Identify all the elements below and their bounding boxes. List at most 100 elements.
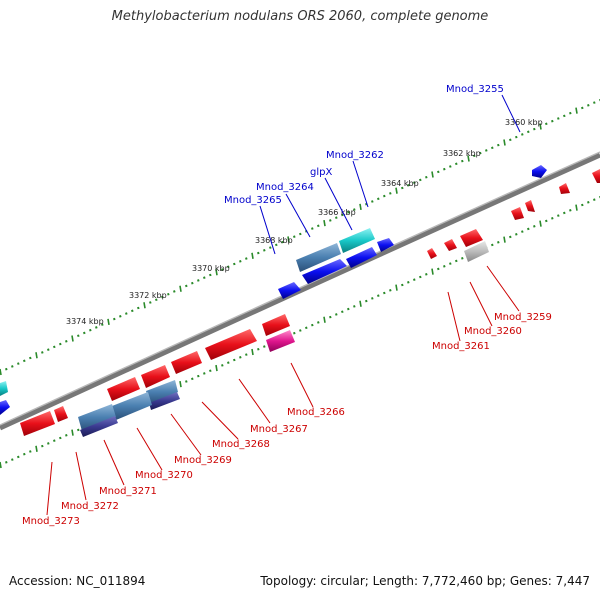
minor-tick	[449, 165, 452, 168]
gene-label[interactable]: Mnod_3264	[256, 182, 314, 193]
major-tick	[539, 220, 542, 227]
ruler-label: 3362 kbp	[443, 149, 481, 158]
gene-label[interactable]: Mnod_3260	[464, 326, 522, 337]
minor-tick	[299, 232, 302, 236]
major-tick	[323, 220, 326, 227]
minor-tick	[299, 329, 302, 332]
gene-label[interactable]: Mnod_3262	[326, 150, 384, 161]
gene-label[interactable]: Mnod_3266	[287, 407, 345, 418]
gene-arrow[interactable]	[427, 248, 437, 259]
gene-arrow[interactable]	[0, 400, 10, 415]
gene-arrow[interactable]	[339, 228, 375, 253]
gene-arrow[interactable]	[302, 259, 347, 284]
gene-arrow[interactable]	[112, 392, 152, 420]
minor-tick	[233, 358, 236, 362]
minor-tick	[245, 353, 248, 356]
minor-tick	[5, 461, 8, 464]
minor-tick	[41, 444, 44, 448]
gene-arrow[interactable]	[346, 247, 377, 268]
gene-arrow[interactable]	[262, 314, 290, 336]
minor-tick	[257, 347, 260, 351]
gene-arrow[interactable]	[296, 243, 341, 272]
gene-arrow[interactable]	[54, 406, 68, 422]
gene-label[interactable]: Mnod_3271	[99, 486, 157, 497]
major-tick	[359, 300, 362, 307]
minor-tick	[443, 265, 446, 268]
minor-tick	[209, 369, 212, 373]
gene-arrow[interactable]	[171, 351, 202, 374]
gene-label[interactable]: Mnod_3272	[61, 501, 119, 512]
minor-tick	[593, 101, 596, 104]
minor-tick	[437, 170, 440, 174]
gene-label[interactable]: Mnod_3255	[446, 84, 504, 95]
minor-tick	[125, 312, 128, 315]
minor-tick	[455, 259, 458, 263]
gene-arrow[interactable]	[377, 238, 394, 252]
minor-tick	[461, 256, 464, 260]
major-tick	[467, 155, 470, 162]
gene-arrow[interactable]	[511, 207, 524, 220]
minor-tick	[521, 230, 524, 233]
minor-tick	[497, 240, 500, 244]
minor-tick	[419, 275, 422, 279]
minor-tick	[257, 251, 260, 255]
major-tick	[215, 269, 218, 276]
genome-title: Methylobacterium nodulans ORS 2060, comp…	[111, 9, 489, 24]
gene-arrow[interactable]	[532, 165, 547, 178]
gene-label[interactable]: Mnod_3268	[212, 439, 270, 450]
major-tick	[575, 204, 578, 211]
gene-arrow[interactable]	[107, 377, 140, 401]
major-tick	[179, 381, 182, 388]
gene-arrow[interactable]	[0, 381, 8, 396]
minor-tick	[221, 268, 224, 271]
minor-tick	[11, 458, 14, 461]
gene-arrow[interactable]	[266, 330, 295, 352]
minor-tick	[239, 259, 242, 263]
minor-tick	[197, 279, 200, 282]
gene-arrow[interactable]	[146, 380, 178, 404]
major-tick	[575, 107, 578, 114]
major-tick	[251, 252, 254, 259]
minor-tick	[281, 240, 284, 244]
gene-arrow[interactable]	[592, 169, 600, 183]
gene-arrow[interactable]	[78, 404, 116, 431]
gene-label[interactable]: Mnod_3261	[432, 341, 490, 352]
minor-tick	[353, 305, 356, 308]
gene-arrow[interactable]	[464, 241, 489, 262]
minor-tick	[515, 232, 518, 236]
gene-arrow[interactable]	[278, 282, 301, 299]
gene-arrow[interactable]	[525, 200, 535, 212]
gene-label[interactable]: Mnod_3267	[250, 424, 308, 435]
minor-tick	[311, 323, 314, 327]
minor-tick	[233, 262, 236, 266]
gene-arrow[interactable]	[80, 416, 118, 437]
minor-tick	[377, 294, 380, 297]
minor-tick	[335, 216, 338, 219]
minor-tick	[455, 162, 458, 166]
gene-arrow[interactable]	[141, 365, 170, 388]
gene-arrow[interactable]	[20, 411, 55, 436]
minor-tick	[353, 208, 356, 211]
gene-arrow[interactable]	[460, 229, 483, 247]
minor-tick	[113, 317, 116, 321]
minor-tick	[413, 181, 416, 184]
minor-tick	[317, 224, 320, 228]
minor-tick	[557, 214, 560, 217]
minor-tick	[269, 246, 272, 249]
gene-label[interactable]: Mnod_3273	[22, 516, 80, 527]
gene-label[interactable]: Mnod_3265	[224, 195, 282, 206]
gene-label[interactable]: Mnod_3269	[174, 455, 232, 466]
gene-label[interactable]: Mnod_3259	[494, 312, 552, 323]
minor-tick	[95, 326, 98, 329]
gene-arrow[interactable]	[444, 239, 457, 251]
outer-tick-ruler	[0, 99, 600, 376]
gene-arrow[interactable]	[559, 183, 570, 194]
minor-tick	[89, 328, 92, 332]
minor-tick	[569, 209, 572, 212]
gene-arrow[interactable]	[149, 392, 180, 410]
minor-tick	[377, 197, 380, 201]
gene-label[interactable]: Mnod_3270	[135, 470, 193, 481]
gene-label[interactable]: glpX	[310, 167, 332, 178]
gene-arrow[interactable]	[205, 329, 257, 360]
